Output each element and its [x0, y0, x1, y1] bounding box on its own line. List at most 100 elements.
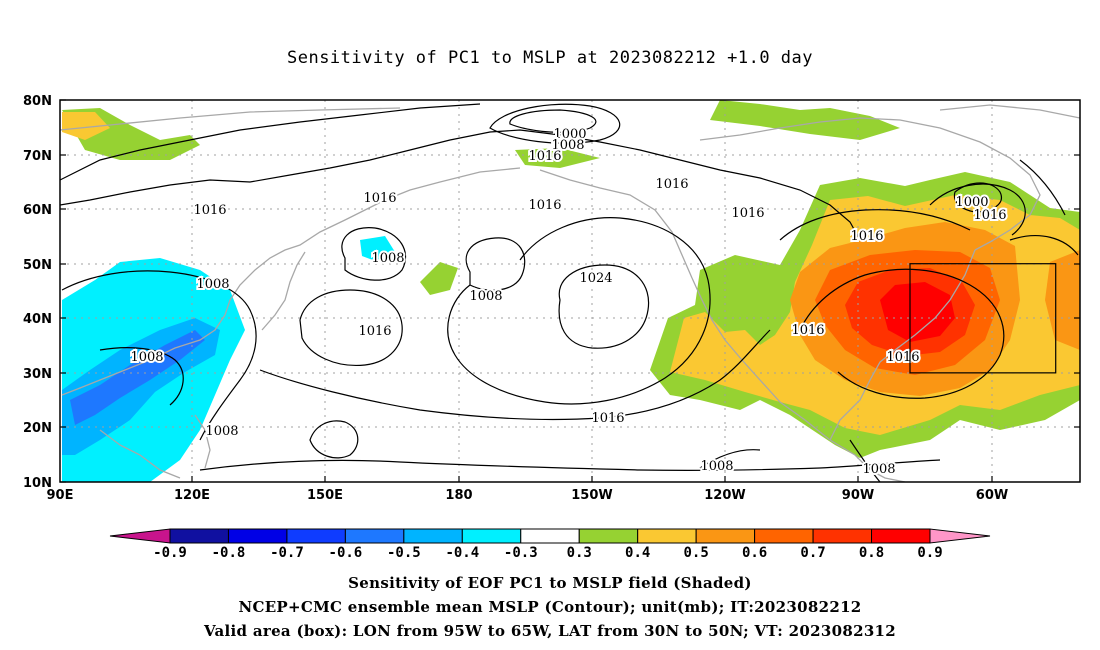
contour-1008-arctic-low: [489, 103, 621, 144]
contour-1008-equatorial: [199, 459, 941, 471]
contour-1008-mexico: [849, 439, 881, 482]
caption-contour: NCEP+CMC ensemble mean MSLP (Contour); u…: [238, 598, 862, 616]
shade-green-bering: [515, 148, 600, 168]
contour-label: 1008: [371, 251, 404, 266]
contour-1024-high: [558, 264, 650, 349]
coast-philippines: [194, 414, 211, 469]
contour-label: 1016: [731, 206, 764, 221]
contour-1016-arctic: [60, 103, 481, 181]
map-title: Sensitivity of PC1 to MSLP at 2023082212…: [286, 48, 813, 68]
mslp-contours: [60, 103, 1079, 482]
shade-far-east-orange: [1045, 250, 1080, 350]
colorbar-swatch: [754, 528, 814, 544]
lat-label: 30N: [23, 367, 52, 382]
coast-canada-arctic: [699, 117, 1041, 251]
lat-label: 10N: [23, 476, 52, 491]
contour-label: 1008: [551, 138, 584, 153]
colorbar-swatch: [344, 528, 405, 544]
contour-1016-subtropical: [259, 329, 771, 421]
colorbar-label: -0.3: [504, 545, 538, 561]
lat-label: 20N: [23, 421, 52, 436]
caption-valid-area: Valid area (box): LON from 95W to 65W, L…: [203, 622, 897, 640]
lat-label: 50N: [23, 258, 52, 273]
contour-1008-asia: [61, 270, 257, 441]
contour-1016-atlantic: [799, 268, 1005, 399]
contour-label: 1016: [655, 177, 688, 192]
contour-1008-canada-low: [929, 183, 1026, 236]
colorbar-swatch: [520, 528, 580, 544]
contour-label: 1016: [591, 411, 624, 426]
lat-label: 70N: [23, 149, 52, 164]
colorbar-swatch: [286, 528, 346, 544]
contour-1016-pacific-high: [447, 217, 711, 405]
colorbar-swatch: [578, 528, 639, 544]
shade-cyan-korea: [360, 236, 395, 262]
contour-label: 1024: [579, 271, 612, 286]
colorbar-label: 0.6: [742, 545, 767, 561]
colorbar-swatch: [169, 528, 229, 544]
tick-marks: [60, 99, 1080, 483]
lat-label: 40N: [23, 312, 52, 327]
lon-label: 120E: [174, 488, 210, 503]
colorbar-label: -0.9: [153, 545, 187, 561]
colorbar-swatch: [227, 528, 288, 544]
lon-label: 120W: [704, 488, 745, 503]
lon-label: 60W: [976, 488, 1008, 503]
shade-yellow-nw-patch: [62, 112, 110, 140]
colorbar-swatch: [461, 528, 522, 544]
contour-1000-canada-low: [953, 182, 1002, 213]
negative-sensitivity-shading: [62, 236, 395, 482]
contour-label: 1016: [528, 149, 561, 164]
contour-label: 1016: [193, 203, 226, 218]
contour-label: 1016: [358, 324, 391, 339]
colorbar-swatch: [871, 528, 931, 544]
contour-labels: 1000 1008 1016 1016 1016 1016 1016 1016 …: [128, 125, 1008, 479]
contour-1016-north-pacific: [60, 129, 861, 241]
contour-label: 1008: [196, 277, 229, 292]
colorbar-label: 0.5: [684, 545, 709, 561]
contour-1016-canada: [779, 209, 971, 241]
contour-1008-north: [341, 227, 407, 281]
coast-east-asia: [61, 167, 521, 396]
colorbar-label: 0.3: [567, 545, 592, 561]
sensitivity-map: 1000 1008 1016 1016 1016 1016 1016 1016 …: [23, 94, 1081, 561]
colorbar-low-end-arrow: [109, 528, 171, 544]
contour-east-atlantic: [1009, 235, 1079, 256]
contour-1000-arctic-low: [509, 109, 597, 133]
colorbar: -0.9 -0.8 -0.7 -0.6 -0.5 -0.4 -0.3 0.3 0.4 0.5 0.6…: [109, 528, 991, 561]
colorbar-label: -0.7: [270, 545, 304, 561]
coast-southeast-asia: [99, 429, 181, 479]
valid-area-box: [909, 263, 1057, 374]
contour-label: 1000: [553, 127, 586, 142]
coast-arctic-russia: [60, 107, 401, 131]
lon-label: 180: [445, 488, 472, 503]
contour-label: 1008: [862, 462, 895, 477]
contour-label: 1008: [205, 424, 238, 439]
colorbar-label: 0.8: [859, 545, 884, 561]
contour-label: 1000: [955, 195, 988, 210]
shade-green-mid-pacific: [420, 262, 458, 295]
colorbar-label: -0.6: [329, 545, 363, 561]
colorbar-swatch: [637, 528, 697, 544]
lat-label: 80N: [23, 94, 52, 109]
contour-label: 1008: [130, 350, 163, 365]
contour-1008-north-atlantic: [1019, 159, 1066, 216]
contour-label: 1016: [973, 208, 1006, 223]
coast-greenland: [939, 104, 1080, 119]
contour-1016-west-pacific: [299, 289, 403, 367]
shade-red-core: [880, 282, 955, 342]
colorbar-swatch: [695, 528, 756, 544]
caption-shading: Sensitivity of EOF PC1 to MSLP field (Sh…: [348, 574, 752, 592]
colorbar-label: -0.4: [445, 545, 479, 561]
colorbar-label: 0.7: [800, 545, 825, 561]
lon-label: 150E: [307, 488, 343, 503]
longitude-labels: 90E 120E 150E 180 150W 120W 90W 60W: [47, 488, 1009, 503]
colorbar-high-end-arrow: [929, 528, 991, 544]
coast-alaska: [539, 169, 693, 279]
lon-label: 150W: [571, 488, 612, 503]
colorbar-label: -0.5: [387, 545, 421, 561]
colorbar-label: 0.9: [917, 545, 942, 561]
latitude-labels: 80N 70N 60N 50N 40N 30N 20N 10N: [23, 94, 52, 491]
contour-1008-south-asia: [99, 347, 184, 406]
lat-label: 60N: [23, 203, 52, 218]
